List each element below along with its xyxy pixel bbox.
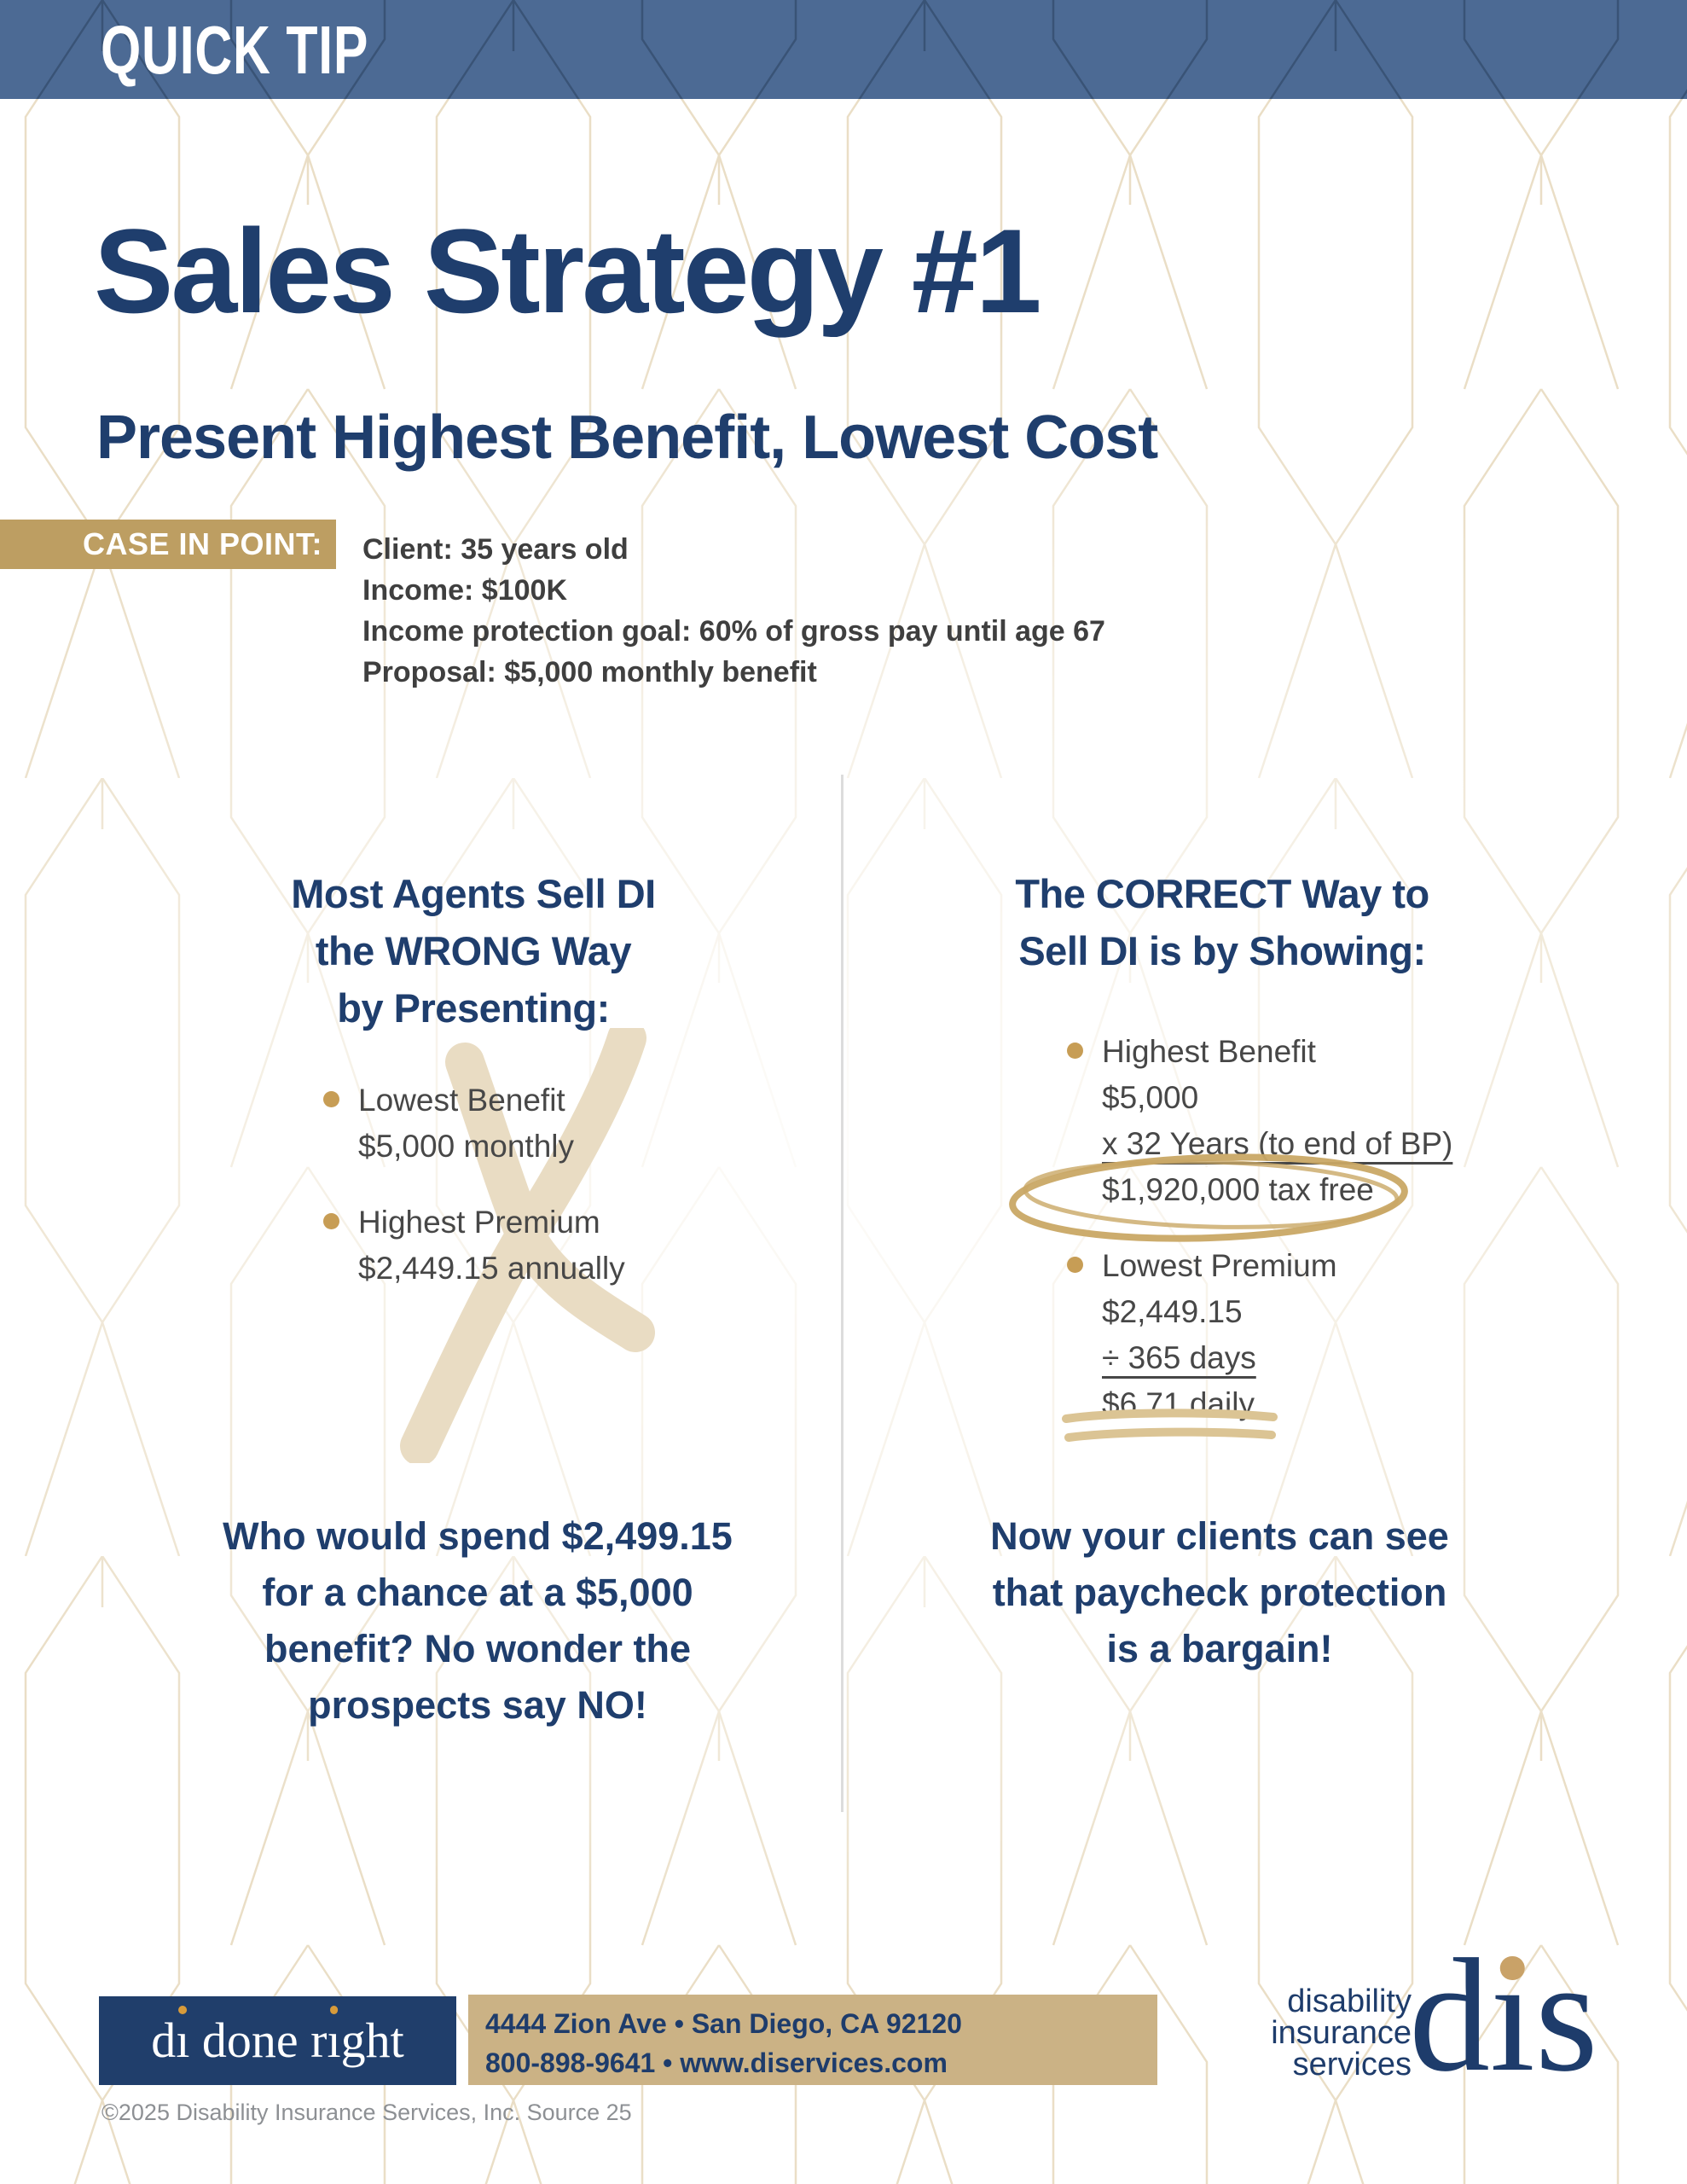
bullet-dot-icon [323, 1213, 339, 1229]
logo-text-part: d [1409, 1926, 1490, 2106]
dis-stack-line: services [1292, 2047, 1412, 2082]
case-in-point-badge: CASE IN POINT: [0, 520, 336, 569]
case-in-point-details: Client: 35 years old Income: $100K Incom… [362, 529, 1301, 693]
bullet-text: Highest Benefit [1102, 1034, 1316, 1069]
phone-website-line: 800-898-9641 • www.diservices.com [485, 2048, 948, 2078]
bullet-dot-icon [323, 1091, 339, 1107]
dis-stack-line: disability [1287, 1984, 1412, 2019]
dis-stack-line: insurance [1271, 2015, 1412, 2051]
bullet-text-circled: $1,920,000 tax free [1102, 1172, 1374, 1207]
di-done-right-logo: dı done rıght [99, 1996, 456, 2085]
bullet-dot-icon [1067, 1257, 1083, 1273]
wrong-way-heading-line: Most Agents Sell DI [291, 871, 656, 916]
list-item: Highest Benefit $5,000 x 32 Years (to en… [1067, 1029, 1580, 1213]
case-detail-proposal: Proposal: $5,000 monthly benefit [362, 656, 817, 688]
bullet-text: Highest Premium [358, 1205, 600, 1240]
dis-logo-stack: disability insurance services [1220, 1984, 1412, 2082]
quick-tip-label: QUICK TIP [101, 12, 369, 88]
logo-text-part: done r [189, 2013, 328, 2068]
list-item: Lowest Benefit $5,000 monthly [323, 1077, 836, 1170]
x-mark-icon [400, 1028, 655, 1463]
logo-gold-dot-i: ı [176, 1996, 189, 2085]
callout-line: benefit? No wonder the [264, 1627, 691, 1670]
logo-gold-dot-i: ı [327, 1996, 340, 2085]
correct-way-heading-line: Sell DI is by Showing: [1018, 928, 1426, 973]
correct-way-bullets: Highest Benefit $5,000 x 32 Years (to en… [1067, 1029, 1580, 1457]
case-detail-income: Income: $100K [362, 574, 567, 607]
list-item: Lowest Premium $2,449.15 ÷ 365 days $6.7… [1067, 1243, 1580, 1427]
bullet-text-underlined: ÷ 365 days [1102, 1340, 1256, 1375]
correct-way-heading-line: The CORRECT Way to [1015, 871, 1429, 916]
wrong-way-heading-line: the WRONG Way [315, 928, 632, 973]
callout-line: for a chance at a $5,000 [262, 1571, 693, 1614]
wrong-way-heading: Most Agents Sell DI the WRONG Way by Pre… [217, 865, 729, 1037]
correct-way-callout: Now your clients can see that paycheck p… [938, 1508, 1501, 1677]
bullet-dot-icon [1067, 1043, 1083, 1059]
bullet-text: $5,000 [1102, 1080, 1199, 1115]
quick-tip-banner: QUICK TIP [0, 0, 1687, 99]
logo-gold-dot-i: ı [1490, 1926, 1535, 2106]
logo-text-part: d [151, 2013, 177, 2068]
wrong-way-bullets: Lowest Benefit $5,000 monthly Highest Pr… [323, 1077, 836, 1321]
bullet-text: Lowest Benefit [358, 1083, 565, 1118]
address-line: 4444 Zion Ave • San Diego, CA 92120 [485, 2008, 962, 2039]
copyright-text: ©2025 Disability Insurance Services, Inc… [101, 2100, 632, 2125]
callout-line: that paycheck protection [992, 1571, 1447, 1614]
correct-way-heading: The CORRECT Way to Sell DI is by Showing… [966, 865, 1478, 979]
callout-line: is a bargain! [1106, 1627, 1333, 1670]
callout-line: Who would spend $2,499.15 [223, 1514, 733, 1558]
case-detail-client: Client: 35 years old [362, 533, 629, 566]
case-detail-goal: Income protection goal: 60% of gross pay… [362, 615, 1105, 648]
circle-annotation-icon [1009, 1153, 1408, 1242]
wrong-way-callout: Who would spend $2,499.15 for a chance a… [196, 1508, 759, 1734]
wrong-way-heading-line: by Presenting: [337, 985, 610, 1031]
column-divider [841, 775, 844, 1812]
callout-line: Now your clients can see [990, 1514, 1449, 1558]
banner-pattern-overlay [0, 0, 1687, 99]
bullet-text: $5,000 monthly [358, 1129, 575, 1164]
address-bar: 4444 Zion Ave • San Diego, CA 92120 800-… [468, 1995, 1157, 2085]
bullet-text: Lowest Premium [1102, 1248, 1337, 1283]
page-title: Sales Strategy #1 [94, 204, 1042, 338]
logo-text-part: s [1534, 1926, 1598, 2106]
bullet-text: $2,449.15 [1102, 1294, 1243, 1329]
page-subtitle: Present Highest Benefit, Lowest Cost [96, 404, 1158, 472]
dis-monogram-logo: dıs [1409, 1935, 1598, 2097]
callout-line: prospects say NO! [308, 1683, 647, 1727]
list-item: Highest Premium $2,449.15 annually [323, 1199, 836, 1292]
logo-text-part: ght [340, 2013, 404, 2068]
double-underline-annotation-icon [1062, 1409, 1278, 1442]
bullet-text: $2,449.15 annually [358, 1251, 625, 1286]
